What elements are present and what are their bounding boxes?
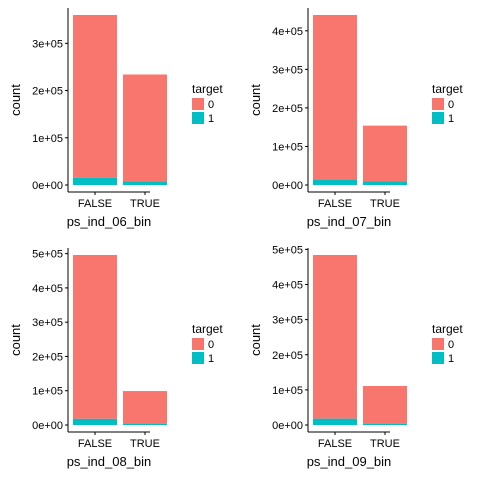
y-tick-label: 2e+05 [32,86,63,98]
bar-true-target-0 [363,386,407,424]
x-tick-label: FALSE [78,438,112,450]
legend-title: target [192,322,223,336]
x-axis-title: ps_ind_09_bin [307,454,392,469]
y-axis-title: count [8,84,23,116]
y-tick-label: 3e+05 [272,64,303,76]
y-tick-label: 5e+05 [272,244,303,256]
legend: target 0 1 [192,82,223,125]
bar-false-target-0 [313,15,357,180]
chart-panel-1: 0e+00 1e+05 2e+05 3e+05 FALSE TRUE ps_ind_06_b… [8,8,223,229]
legend-label-1: 1 [208,113,214,125]
legend-label-1: 1 [448,353,454,365]
chart-panel-2: 0e+00 1e+05 2e+05 3e+05 4e+05 FALSE TRUE ps_ind… [248,8,463,229]
x-tick-label: FALSE [318,438,352,450]
legend: target 0 1 [432,322,463,365]
bar-false-target-1 [73,177,117,185]
y-tick-label: 3e+05 [32,317,63,329]
bar-false-target-0 [73,255,117,419]
x-tick-label: FALSE [78,198,112,210]
y-tick-label: 4e+05 [32,283,63,295]
y-tick-label: 0e+00 [272,420,303,432]
chart-panel-3: 0e+00 1e+05 2e+05 3e+05 4e+05 5e+05 FALSE TRUE p… [8,248,223,469]
x-axis-title: ps_ind_07_bin [307,214,392,229]
bar-true-target-1 [123,423,167,425]
legend-swatch-0 [432,338,444,350]
bar-true-target-1 [363,423,407,425]
legend-label-0: 0 [448,339,454,351]
y-tick-label: 0e+00 [272,180,303,192]
bar-true-target-0 [363,125,407,182]
x-tick-label: TRUE [130,438,160,450]
legend-swatch-1 [432,112,444,124]
legend-swatch-1 [432,352,444,364]
legend-label-0: 0 [208,339,214,351]
bar-false-target-0 [313,255,357,419]
y-tick-label: 3e+05 [32,38,63,50]
x-tick-label: TRUE [370,438,400,450]
y-tick-label: 2e+05 [272,103,303,115]
y-tick-label: 1e+05 [32,386,63,398]
x-tick-label: FALSE [318,198,352,210]
legend-title: target [192,82,223,96]
y-tick-label: 1e+05 [272,385,303,397]
chart-panel-4: 0e+00 1e+05 2e+05 3e+05 4e+05 5e+05 FALSE TRUE p… [248,244,463,469]
bar-true-target-0 [123,391,167,424]
y-tick-label: 2e+05 [272,350,303,362]
y-tick-label: 4e+05 [272,280,303,292]
y-tick-label: 5e+05 [32,249,63,261]
y-tick-label: 0e+00 [32,180,63,192]
bar-false-target-1 [73,418,117,425]
y-tick-label: 3e+05 [272,315,303,327]
legend-title: target [432,322,463,336]
y-axis-title: count [8,324,23,356]
y-tick-label: 0e+00 [32,420,63,432]
legend-title: target [432,82,463,96]
x-axis-title: ps_ind_08_bin [67,454,152,469]
y-tick-label: 2e+05 [32,351,63,363]
legend: target 0 1 [192,322,223,365]
x-tick-label: TRUE [130,198,160,210]
bar-true-target-1 [123,181,167,185]
bar-false-target-1 [313,418,357,425]
legend-swatch-0 [192,98,204,110]
legend-label-1: 1 [208,353,214,365]
y-tick-label: 4e+05 [272,26,303,38]
legend-swatch-1 [192,112,204,124]
x-axis-title: ps_ind_06_bin [67,214,152,229]
legend-swatch-0 [192,338,204,350]
legend-label-1: 1 [448,113,454,125]
bar-true-target-1 [363,181,407,185]
legend: target 0 1 [432,82,463,125]
y-tick-label: 1e+05 [32,133,63,145]
y-axis-title: count [248,324,263,356]
legend-swatch-0 [432,98,444,110]
y-tick-label: 1e+05 [272,141,303,153]
legend-label-0: 0 [448,99,454,111]
bar-false-target-0 [73,15,117,178]
bar-true-target-0 [123,74,167,182]
y-axis-title: count [248,84,263,116]
bar-false-target-1 [313,179,357,185]
legend-label-0: 0 [208,99,214,111]
x-tick-label: TRUE [370,198,400,210]
legend-swatch-1 [192,352,204,364]
